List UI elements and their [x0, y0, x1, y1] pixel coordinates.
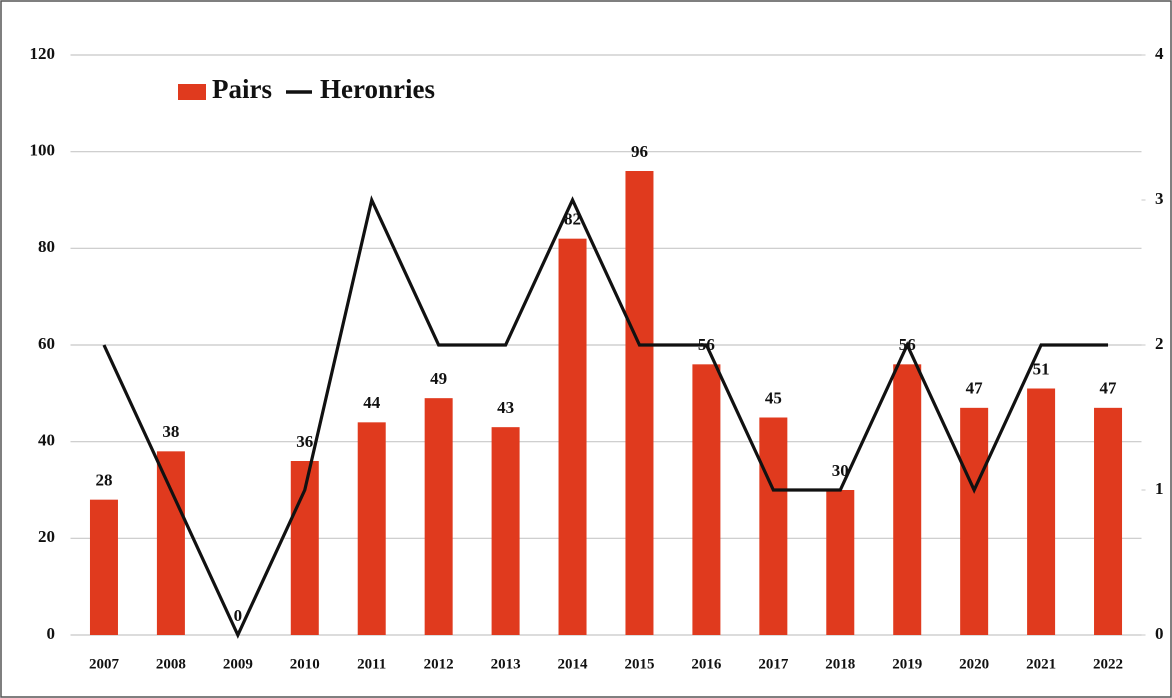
value-label: 49 [430, 369, 447, 388]
line [102, 195, 1109, 639]
x-tick-label: 2010 [290, 656, 320, 672]
x-tick-label: 2019 [892, 656, 922, 672]
x-tick-label: 2016 [691, 656, 722, 672]
bar [759, 417, 788, 635]
y2-tick-label: 0 [1155, 624, 1164, 643]
x-tick-label: 2015 [624, 656, 654, 672]
legend-swatch [178, 84, 206, 100]
value-label: 56 [899, 335, 916, 354]
bar [893, 364, 922, 635]
value-label: 45 [765, 388, 782, 407]
x-tick-label: 2009 [223, 656, 253, 672]
bar [960, 407, 989, 635]
value-label: 47 [1100, 379, 1118, 398]
y2-tick-label: 4 [1155, 44, 1164, 63]
value-label: 51 [1033, 359, 1050, 378]
x-tick-label: 2018 [825, 656, 855, 672]
bar [89, 499, 118, 635]
value-label: 30 [832, 461, 849, 480]
x-tick-label: 2021 [1026, 656, 1056, 672]
y2-tick-label: 1 [1155, 479, 1164, 498]
x-tick-label: 2008 [156, 656, 186, 672]
y-tick-label: 60 [38, 334, 55, 353]
x-tick-label: 2017 [758, 656, 789, 672]
bar [357, 422, 386, 635]
bar [692, 364, 721, 635]
x-tick-label: 2012 [424, 656, 454, 672]
y2-tick-label: 3 [1155, 189, 1164, 208]
x-tick-label: 2013 [491, 656, 521, 672]
value-label: 38 [162, 422, 179, 441]
value-label: 82 [564, 210, 581, 229]
legend-label: Pairs [212, 74, 272, 104]
y2-tick-label: 2 [1155, 334, 1164, 353]
bar [1027, 388, 1056, 635]
value-label: 56 [698, 335, 715, 354]
value-label: 43 [497, 398, 514, 417]
bar [424, 398, 453, 635]
bar [625, 171, 654, 635]
y-tick-label: 120 [30, 44, 56, 63]
x-tick-label: 2022 [1093, 656, 1123, 672]
legend-label: Heronries [320, 74, 435, 104]
bar [156, 451, 185, 635]
bar [558, 238, 587, 635]
y-tick-label: 100 [30, 141, 56, 160]
x-tick-label: 2007 [89, 656, 120, 672]
x-tick-label: 2020 [959, 656, 989, 672]
x-tick-label: 2011 [357, 656, 386, 672]
value-label: 28 [95, 471, 112, 490]
value-label: 0 [234, 606, 243, 625]
bar [826, 490, 855, 635]
y-tick-label: 20 [38, 527, 55, 546]
value-label: 36 [296, 432, 313, 451]
y-tick-label: 80 [38, 237, 55, 256]
y-tick-label: 0 [47, 624, 56, 643]
bar [1094, 407, 1123, 635]
value-label: 47 [966, 379, 984, 398]
bar [491, 427, 520, 635]
value-label: 96 [631, 142, 648, 161]
x-tick-label: 2014 [558, 656, 589, 672]
y-tick-label: 40 [38, 431, 55, 450]
value-label: 44 [363, 393, 381, 412]
